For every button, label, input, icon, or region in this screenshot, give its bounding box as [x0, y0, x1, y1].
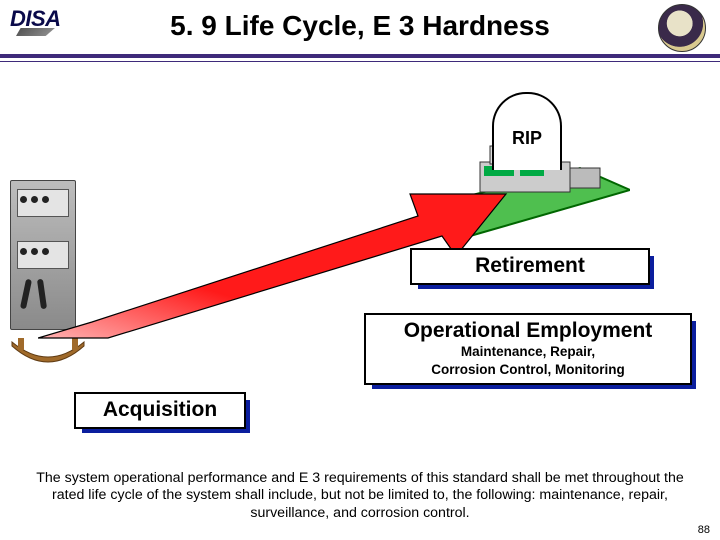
stage-retirement-label: Retirement: [420, 254, 640, 277]
stage-operational-label: Operational Employment: [374, 319, 682, 342]
dod-seal-icon: [658, 4, 706, 52]
stage-operational: Operational Employment Maintenance, Repa…: [364, 313, 692, 385]
rocking-base-icon: [8, 338, 88, 374]
page-number: 88: [698, 524, 710, 536]
stage-operational-sub2: Corrosion Control, Monitoring: [374, 362, 682, 378]
stage-retirement: Retirement: [410, 248, 650, 285]
equipment-rack: [10, 180, 76, 330]
stage-acquisition: Acquisition: [74, 392, 246, 429]
slide-title: 5. 9 Life Cycle, E 3 Hardness: [0, 10, 720, 42]
tombstone-label: RIP: [494, 128, 560, 149]
acquisition-equipment-icon: [10, 180, 88, 370]
slide-body-text: The system operational performance and E…: [26, 470, 694, 522]
tombstone-icon: RIP: [492, 92, 562, 170]
header-rule: [0, 54, 720, 62]
stage-operational-sub1: Maintenance, Repair,: [374, 344, 682, 360]
lifecycle-diagram: RIP: [0, 62, 720, 482]
slide-header: DISA 5. 9 Life Cycle, E 3 Hardness: [0, 0, 720, 64]
stage-acquisition-label: Acquisition: [84, 398, 236, 421]
